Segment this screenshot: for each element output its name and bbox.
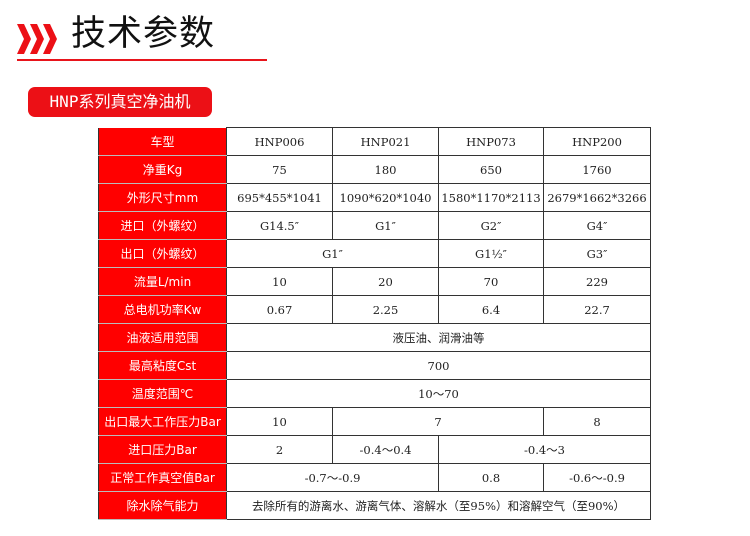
table-row: 温度范围℃ 10～70 <box>98 379 651 408</box>
table-row: 总电机功率Kw 0.67 2.25 6.4 22.7 <box>98 295 651 324</box>
table-cell: HNP073 <box>438 127 544 156</box>
table-cell: HNP021 <box>332 127 439 156</box>
table-cell: 1090*620*1040 <box>332 183 439 212</box>
table-cell: 650 <box>438 155 544 184</box>
row-label: 外形尺寸mm <box>98 183 227 212</box>
row-label: 流量L/min <box>98 267 227 296</box>
table-cell: 0.67 <box>226 295 333 324</box>
row-label: 净重Kg <box>98 155 227 184</box>
row-label: 出口最大工作压力Bar <box>98 407 227 436</box>
table-cell: G1″ <box>332 211 439 240</box>
row-label: 总电机功率Kw <box>98 295 227 324</box>
table-row: 正常工作真空值Bar -0.7～-0.9 0.8 -0.6～-0.9 <box>98 463 651 492</box>
row-label: 进口（外螺纹） <box>98 211 227 240</box>
row-label: 车型 <box>98 127 227 156</box>
table-cell: -0.7～-0.9 <box>226 463 439 492</box>
table-cell: -0.4～0.4 <box>332 435 439 464</box>
table-cell: 6.4 <box>438 295 544 324</box>
row-label: 温度范围℃ <box>98 379 227 408</box>
table-cell: G1″ <box>226 239 439 268</box>
table-cell: 0.8 <box>438 463 544 492</box>
table-cell: 70 <box>438 267 544 296</box>
table-cell: 8 <box>543 407 651 436</box>
table-cell: G3″ <box>543 239 651 268</box>
table-row: 除水除气能力 去除所有的游离水、游离气体、溶解水（至95%）和溶解空气（至90%） <box>98 491 651 520</box>
table-cell: 10～70 <box>226 379 651 408</box>
row-label: 油液适用范围 <box>98 323 227 352</box>
table-cell: 1760 <box>543 155 651 184</box>
table-cell: 229 <box>543 267 651 296</box>
table-cell: G1½″ <box>438 239 544 268</box>
spec-table: 车型 HNP006 HNP021 HNP073 HNP200 净重Kg 75 180 650 17… <box>98 127 651 520</box>
table-cell: 20 <box>332 267 439 296</box>
table-row: 车型 HNP006 HNP021 HNP073 HNP200 <box>98 127 651 156</box>
table-cell: 7 <box>332 407 544 436</box>
table-cell: 10 <box>226 267 333 296</box>
series-badge: HNP系列真空净油机 <box>28 87 212 117</box>
table-cell: 22.7 <box>543 295 651 324</box>
table-cell: 10 <box>226 407 333 436</box>
table-cell: 2.25 <box>332 295 439 324</box>
table-cell: 700 <box>226 351 651 380</box>
table-cell: 2679*1662*3266 <box>543 183 651 212</box>
table-row: 出口最大工作压力Bar 10 7 8 <box>98 407 651 436</box>
page-title: 技术参数 <box>71 14 216 54</box>
triple-chevron-right-icon <box>17 24 57 54</box>
table-cell: HNP200 <box>543 127 651 156</box>
table-cell: 1580*1170*2113 <box>438 183 544 212</box>
table-row: 净重Kg 75 180 650 1760 <box>98 155 651 184</box>
table-cell: HNP006 <box>226 127 333 156</box>
row-label: 除水除气能力 <box>98 491 227 520</box>
table-cell: 695*455*1041 <box>226 183 333 212</box>
row-label: 进口压力Bar <box>98 435 227 464</box>
table-cell: G4″ <box>543 211 651 240</box>
table-cell: G14.5″ <box>226 211 333 240</box>
table-cell: 180 <box>332 155 439 184</box>
table-cell: -0.4～3 <box>438 435 651 464</box>
table-cell: G2″ <box>438 211 544 240</box>
table-cell: 液压油、润滑油等 <box>226 323 651 352</box>
row-label: 出口（外螺纹） <box>98 239 227 268</box>
table-row: 油液适用范围 液压油、润滑油等 <box>98 323 651 352</box>
table-cell: 75 <box>226 155 333 184</box>
table-row: 外形尺寸mm 695*455*1041 1090*620*1040 1580*1170… <box>98 183 651 212</box>
table-cell: 2 <box>226 435 333 464</box>
title-underline <box>17 59 267 61</box>
table-row: 流量L/min 10 20 70 229 <box>98 267 651 296</box>
table-row: 进口压力Bar 2 -0.4～0.4 -0.4～3 <box>98 435 651 464</box>
row-label: 正常工作真空值Bar <box>98 463 227 492</box>
table-row: 出口（外螺纹） G1″ G1½″ G3″ <box>98 239 651 268</box>
table-row: 进口（外螺纹） G14.5″ G1″ G2″ G4″ <box>98 211 651 240</box>
row-label: 最高粘度Cst <box>98 351 227 380</box>
table-row: 最高粘度Cst 700 <box>98 351 651 380</box>
table-cell: 去除所有的游离水、游离气体、溶解水（至95%）和溶解空气（至90%） <box>226 491 651 520</box>
table-cell: -0.6～-0.9 <box>543 463 651 492</box>
